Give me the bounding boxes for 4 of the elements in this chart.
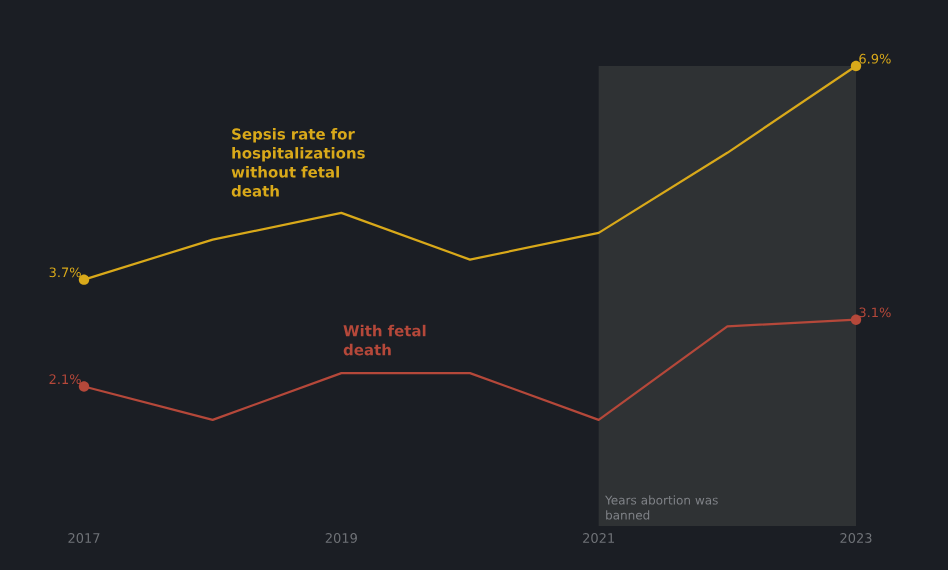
point [850, 60, 862, 72]
point [78, 381, 90, 392]
point [78, 274, 90, 285]
point [850, 314, 862, 325]
